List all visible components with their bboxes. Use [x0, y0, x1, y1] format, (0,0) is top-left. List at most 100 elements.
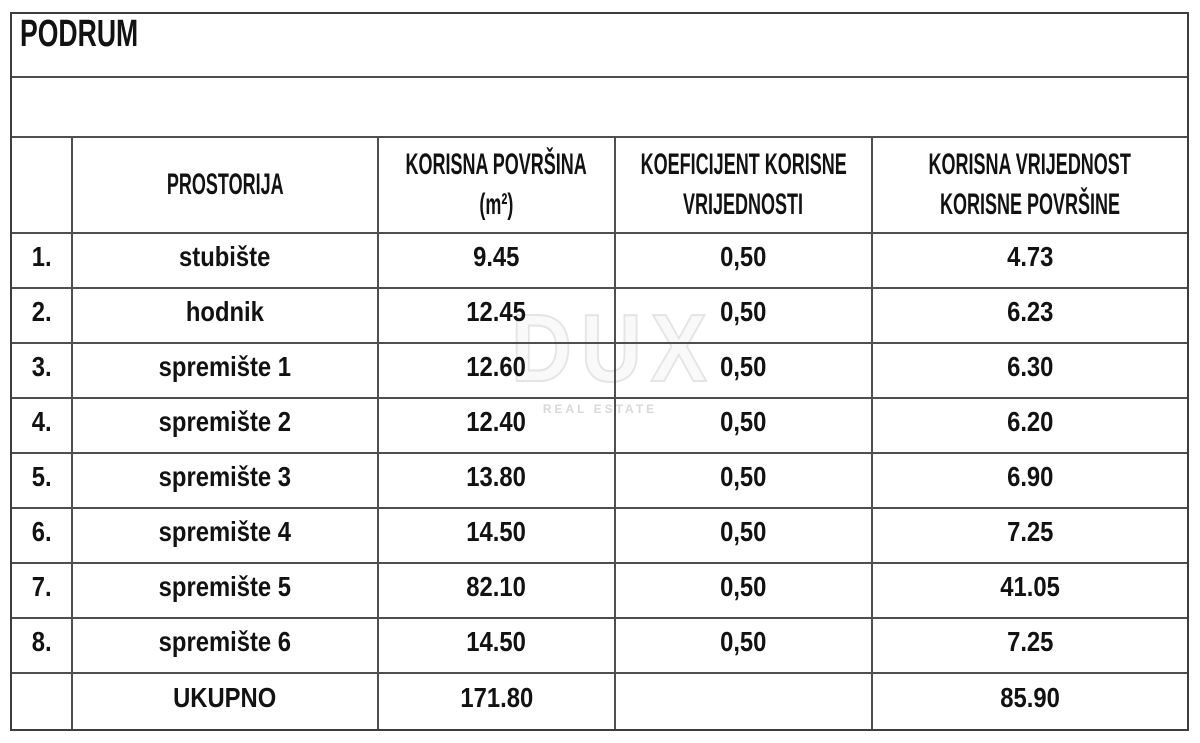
- coefficient-value: 0,50: [720, 350, 767, 382]
- header-area-line1: KORISNA POVRŠINA: [405, 148, 588, 181]
- row-number-cell: 5.: [12, 454, 73, 509]
- value-cell: 6.90: [873, 454, 1187, 509]
- room-name: spremište 1: [158, 350, 292, 382]
- useful-value: 6.23: [1006, 295, 1054, 327]
- area-value: 14.50: [466, 625, 527, 657]
- value-cell: 7.25: [873, 619, 1187, 674]
- useful-value: 7.25: [1006, 515, 1054, 547]
- room-name-cell: spremište 1: [73, 344, 379, 399]
- header-area-cell: KORISNA POVRŠINA (m²): [379, 138, 616, 234]
- row-number: 4.: [31, 405, 52, 437]
- useful-value: 7.25: [1006, 625, 1054, 657]
- header-coefficient-cell: KOEFICIJENT KORISNE VRIJEDNOSTI: [616, 138, 873, 234]
- header-value-cell: KORISNA VRIJEDNOST KORISNE POVRŠINE: [873, 138, 1187, 234]
- room-name-cell: stubište: [73, 234, 379, 289]
- row-number-cell: 4.: [12, 399, 73, 454]
- coefficient-cell: 0,50: [616, 509, 873, 564]
- row-number: 2.: [31, 295, 52, 327]
- row-number-cell: 1.: [12, 234, 73, 289]
- coefficient-cell: 0,50: [616, 564, 873, 619]
- coefficient-cell: 0,50: [616, 619, 873, 674]
- row-number-cell: 7.: [12, 564, 73, 619]
- area-value: 12.45: [466, 295, 527, 327]
- area-cell: 13.80: [379, 454, 616, 509]
- row-number: 1.: [31, 240, 52, 272]
- value-cell: 7.25: [873, 509, 1187, 564]
- coefficient-cell: 0,50: [616, 344, 873, 399]
- coefficient-value: 0,50: [720, 570, 767, 602]
- useful-value: 6.90: [1006, 460, 1054, 492]
- coefficient-value: 0,50: [720, 460, 767, 492]
- area-value: 9.45: [473, 240, 520, 272]
- header-value-line2: KORISNE POVRŠINE: [939, 188, 1121, 221]
- table-title-row: PODRUM: [12, 14, 1187, 78]
- header-value-line1: KORISNA VRIJEDNOST: [928, 148, 1132, 181]
- coefficient-value: 0,50: [720, 515, 767, 547]
- room-name-cell: spremište 2: [73, 399, 379, 454]
- header-area-line2: (m²): [479, 188, 514, 221]
- area-cell: 9.45: [379, 234, 616, 289]
- total-label: UKUPNO: [173, 681, 277, 713]
- room-name-cell: spremište 3: [73, 454, 379, 509]
- room-name: spremište 4: [158, 515, 292, 547]
- area-value: 14.50: [466, 515, 527, 547]
- coefficient-cell: 0,50: [616, 399, 873, 454]
- coefficient-value: 0,50: [720, 295, 767, 327]
- value-cell: 6.30: [873, 344, 1187, 399]
- page-title: PODRUM: [20, 14, 139, 55]
- total-value-cell: 85.90: [873, 674, 1187, 729]
- area-cell: 82.10: [379, 564, 616, 619]
- row-number: 7.: [31, 570, 52, 602]
- header-number-cell: [12, 138, 73, 234]
- total-area-cell: 171.80: [379, 674, 616, 729]
- row-number-cell: 8.: [12, 619, 73, 674]
- room-name-cell: spremište 4: [73, 509, 379, 564]
- useful-value: 6.30: [1006, 350, 1054, 382]
- total-useful-value: 85.90: [1000, 681, 1060, 713]
- room-name: spremište 2: [158, 405, 292, 437]
- room-name: stubište: [179, 240, 271, 272]
- header-room-label: PROSTORIJA: [166, 168, 284, 201]
- total-number-cell: [12, 674, 73, 729]
- header-room-cell: PROSTORIJA: [73, 138, 379, 234]
- area-cell: 12.40: [379, 399, 616, 454]
- area-cell: 14.50: [379, 619, 616, 674]
- room-name: hodnik: [185, 295, 264, 327]
- value-cell: 4.73: [873, 234, 1187, 289]
- useful-value: 6.20: [1006, 405, 1054, 437]
- row-number-cell: 3.: [12, 344, 73, 399]
- area-cell: 14.50: [379, 509, 616, 564]
- area-value: 82.10: [466, 570, 527, 602]
- coefficient-cell: 0,50: [616, 289, 873, 344]
- coefficient-value: 0,50: [720, 625, 767, 657]
- area-value: 12.60: [466, 350, 527, 382]
- area-value: 12.40: [466, 405, 527, 437]
- row-number: 5.: [31, 460, 52, 492]
- useful-value: 4.73: [1006, 240, 1054, 272]
- room-name-cell: spremište 5: [73, 564, 379, 619]
- value-cell: 6.20: [873, 399, 1187, 454]
- coefficient-value: 0,50: [720, 240, 767, 272]
- row-number: 6.: [31, 515, 52, 547]
- header-coefficient-line2: VRIJEDNOSTI: [683, 188, 804, 221]
- area-cell: 12.60: [379, 344, 616, 399]
- row-number: 8.: [31, 625, 52, 657]
- total-label-cell: UKUPNO: [73, 674, 379, 729]
- value-cell: 41.05: [873, 564, 1187, 619]
- value-cell: 6.23: [873, 289, 1187, 344]
- row-number-cell: 2.: [12, 289, 73, 344]
- empty-row: [12, 78, 1187, 138]
- room-name-cell: spremište 6: [73, 619, 379, 674]
- area-value: 13.80: [466, 460, 527, 492]
- coefficient-cell: 0,50: [616, 234, 873, 289]
- row-number-cell: 6.: [12, 509, 73, 564]
- total-coefficient-cell: [616, 674, 873, 729]
- room-name: spremište 3: [158, 460, 292, 492]
- room-name-cell: hodnik: [73, 289, 379, 344]
- header-coefficient-line1: KOEFICIJENT KORISNE: [640, 148, 847, 181]
- total-area-value: 171.80: [460, 681, 533, 713]
- row-number: 3.: [31, 350, 52, 382]
- area-table: PODRUM PROSTORIJA KORISNA POVRŠINA (m²) …: [10, 12, 1189, 731]
- room-name: spremište 5: [158, 570, 292, 602]
